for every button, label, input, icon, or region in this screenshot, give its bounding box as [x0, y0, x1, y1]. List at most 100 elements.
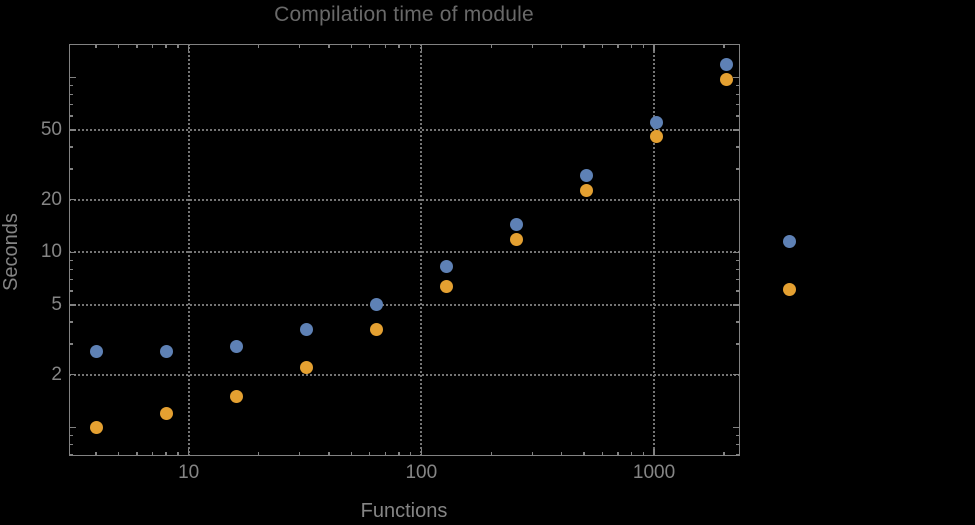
axis-tick-top	[117, 44, 120, 48]
x-axis-label: Functions	[360, 500, 448, 522]
data-point-orange	[719, 73, 733, 87]
axis-tick-right	[732, 76, 740, 79]
gridline-horizontal	[69, 303, 740, 306]
gridline-vertical	[653, 44, 656, 456]
axis-tick-top	[350, 44, 353, 48]
axis-tick-top	[187, 44, 190, 51]
axis-tick-top	[642, 44, 645, 48]
axis-tick-bottom	[151, 452, 154, 456]
data-point-blue	[299, 323, 313, 337]
axis-tick-bottom	[723, 452, 725, 456]
axis-tick-top	[560, 44, 563, 48]
axis-tick-bottom	[257, 452, 260, 456]
legend-marker-1	[783, 235, 796, 248]
data-point-orange	[579, 183, 593, 197]
axis-tick-bottom	[420, 448, 423, 456]
data-point-blue	[579, 169, 593, 183]
data-point-blue	[89, 345, 103, 359]
axis-tick-bottom	[187, 448, 190, 456]
axis-tick-left	[69, 304, 76, 306]
data-point-blue	[509, 218, 523, 232]
y-tick-label: 50	[40, 118, 62, 140]
data-point-blue	[229, 339, 243, 353]
axis-tick-left	[69, 84, 73, 87]
axis-tick-top	[151, 44, 154, 48]
axis-tick-right	[732, 373, 740, 376]
axis-tick-bottom	[95, 452, 97, 456]
gridline-vertical	[187, 44, 190, 456]
axis-tick-top	[723, 44, 725, 48]
axis-tick-top	[420, 44, 423, 51]
axis-tick-left	[69, 321, 73, 323]
gridline-horizontal	[69, 198, 740, 201]
axis-tick-bottom	[653, 448, 655, 456]
data-point-blue	[439, 259, 453, 273]
x-tick-label: 100	[405, 462, 438, 483]
axis-tick-left	[69, 129, 76, 131]
y-tick-label: 5	[51, 293, 62, 315]
axis-tick-top	[583, 44, 585, 48]
axis-tick-top	[177, 44, 179, 48]
axis-tick-left	[69, 278, 73, 281]
axis-tick-bottom	[398, 452, 400, 456]
data-point-blue	[719, 57, 733, 71]
axis-tick-top	[490, 44, 493, 48]
axis-tick-right	[736, 278, 740, 281]
data-point-orange	[509, 232, 523, 246]
axis-tick-right	[736, 453, 740, 456]
axis-tick-right	[736, 84, 740, 87]
axis-tick-top	[653, 44, 655, 51]
gridline-horizontal	[69, 128, 740, 131]
gridline-horizontal	[69, 251, 740, 254]
axis-tick-right	[732, 198, 740, 201]
axis-tick-top	[328, 44, 330, 48]
data-point-blue	[159, 345, 173, 359]
axis-tick-bottom	[350, 452, 353, 456]
axis-tick-right	[736, 434, 740, 437]
plot-frame	[69, 44, 740, 456]
axis-tick-left	[69, 343, 73, 345]
y-tick-label: 10	[40, 241, 62, 263]
axis-tick-left	[69, 434, 73, 437]
axis-tick-left	[69, 373, 76, 376]
axis-tick-right	[736, 115, 740, 117]
axis-tick-right	[736, 268, 740, 270]
axis-tick-top	[398, 44, 400, 48]
data-point-blue	[649, 116, 663, 130]
data-point-orange	[229, 389, 243, 403]
axis-tick-top	[298, 44, 301, 48]
axis-tick-right	[736, 321, 740, 323]
axis-tick-top	[384, 44, 387, 48]
y-tick-label: 2	[51, 363, 62, 385]
axis-tick-right	[732, 426, 740, 429]
axis-tick-top	[617, 44, 619, 48]
axis-tick-left	[69, 93, 73, 96]
axis-tick-bottom	[601, 452, 604, 456]
axis-tick-bottom	[642, 452, 645, 456]
axis-tick-bottom	[328, 452, 330, 456]
axis-tick-left	[69, 290, 73, 292]
axis-tick-left	[69, 443, 73, 445]
gridline-vertical	[420, 44, 423, 456]
axis-tick-top	[601, 44, 604, 48]
axis-tick-bottom	[409, 452, 412, 456]
axis-tick-bottom	[490, 452, 493, 456]
axis-tick-bottom	[617, 452, 619, 456]
axis-tick-right	[736, 168, 740, 170]
axis-tick-bottom	[630, 452, 633, 456]
axis-tick-left	[69, 426, 76, 429]
data-point-orange	[299, 360, 313, 374]
axis-tick-right	[732, 251, 740, 254]
axis-tick-bottom	[384, 452, 387, 456]
axis-tick-right	[732, 129, 740, 131]
axis-tick-top	[165, 44, 167, 48]
axis-tick-left	[69, 103, 73, 106]
axis-tick-left	[69, 146, 73, 148]
axis-tick-left	[69, 168, 73, 170]
chart-title: Compilation time of module	[274, 3, 534, 26]
data-point-orange	[159, 406, 173, 420]
axis-tick-bottom	[165, 452, 167, 456]
axis-tick-top	[136, 44, 138, 48]
axis-tick-right	[736, 93, 740, 96]
axis-tick-left	[69, 198, 76, 201]
